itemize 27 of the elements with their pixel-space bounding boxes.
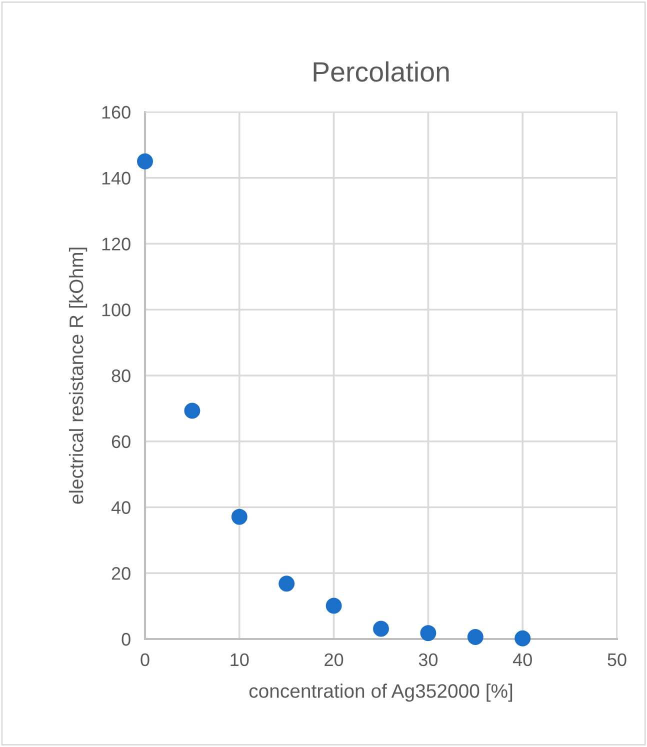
point: [467, 629, 484, 645]
x-tick-label: 0: [140, 653, 150, 666]
y-tick-label: 80: [112, 369, 130, 382]
point: [184, 402, 200, 419]
x-tick-label: 10: [230, 653, 249, 666]
point: [137, 153, 153, 170]
y-tick-label: 140: [102, 172, 130, 185]
y-tick-label: 60: [112, 435, 130, 448]
point: [420, 625, 436, 642]
y-tick-label: 120: [102, 238, 130, 250]
point: [278, 576, 295, 592]
y-tick-label: 160: [102, 106, 130, 119]
x-tick-label: 40: [512, 653, 532, 666]
y-axis-title: electrical resistance R [kOhm]: [68, 248, 88, 504]
point: [231, 508, 248, 525]
x-tick-label: 30: [418, 653, 438, 666]
y-tick-label: 20: [112, 567, 130, 580]
y-tick-label: 100: [102, 304, 130, 316]
y-tick-label: 40: [111, 501, 130, 514]
x-tick-label: 20: [324, 653, 344, 666]
x-axis-title: concentration of Ag352000 [%]: [249, 684, 512, 702]
point: [373, 620, 389, 637]
chart-title: Percolation: [314, 61, 449, 82]
x-tick-label: 50: [608, 653, 626, 666]
point: [326, 598, 342, 614]
y-tick-label: 0: [122, 632, 130, 646]
point: [514, 630, 531, 646]
